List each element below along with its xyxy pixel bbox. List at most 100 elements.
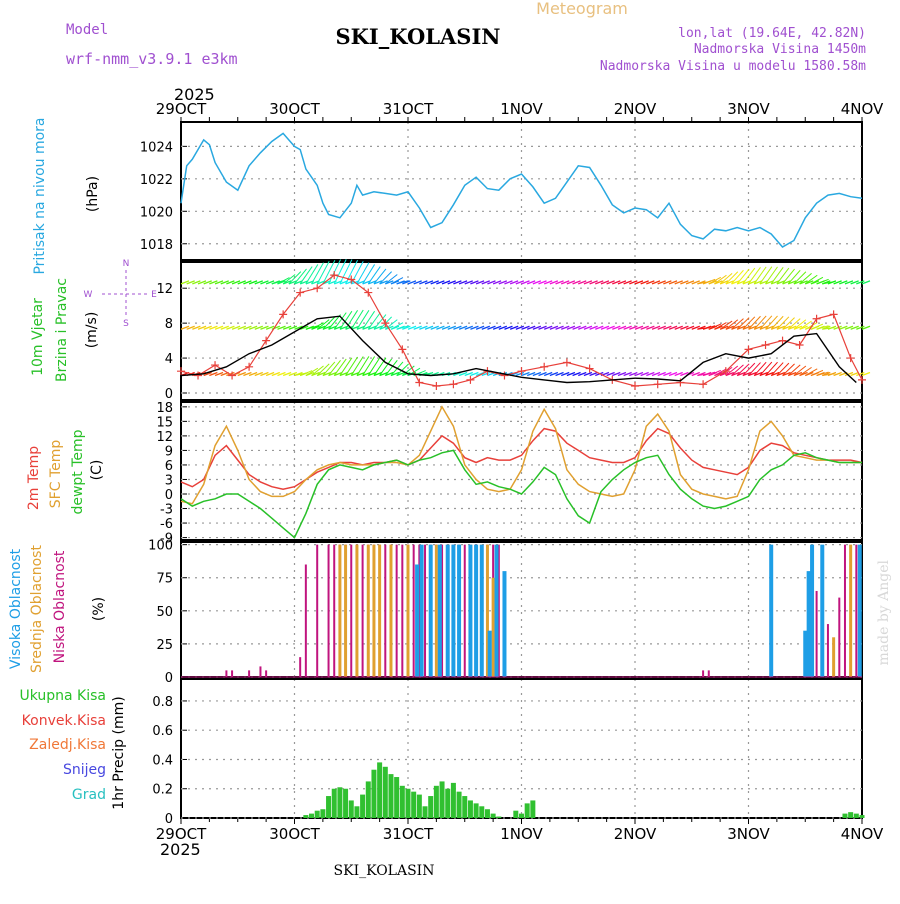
wind-barb [657,280,666,285]
wind-barb [787,280,797,285]
wind-barb-shaft [294,268,307,285]
precip-bar [445,788,451,818]
wind-speed-marker [540,362,549,371]
wind-barb [691,280,700,285]
precip-bar [842,813,848,818]
pressure-name: Pritisak na nivou mora [32,117,48,274]
wind-barb [288,371,298,377]
wind-barb [549,371,559,377]
wind-barb [839,325,848,330]
wind-barb [759,280,769,285]
wind-barb [606,280,615,285]
wind-barb [833,325,842,330]
wind-barb-band-1 [180,309,871,330]
cloud-bar [259,666,262,677]
wind-speed-marker [228,371,237,380]
wind-barb [833,371,842,377]
wind-barb-shaft [719,320,733,330]
wind-barb [538,371,547,377]
wind-barb [583,325,593,330]
cloud-high: Visoka Oblacnost [8,548,24,669]
wind-barb-shaft [787,364,801,376]
wind-barb-shaft [316,261,330,285]
wind-speed-marker [517,367,526,376]
wind-barb [475,325,485,330]
wind-barb [634,325,644,330]
x-label-bottom: 30OCT [269,825,320,843]
x-label-bottom: 4NOV [841,825,884,843]
precip-bar [314,810,320,818]
cloud-bar [344,544,348,677]
cloud-bar [457,544,462,677]
wind-barb [192,280,201,285]
wind-barb [753,325,763,330]
wind-barb-shaft [725,319,739,330]
precip-labels: Ukupna Kisa Konvek.Kisa Zaledj.Kisa Snij… [19,688,127,810]
wind-barb [430,325,439,330]
wind-barb [776,280,786,285]
cloud-bar [372,544,376,677]
wind-barb [413,325,422,330]
station-coords: lon,lat (19.64E, 42.82N) [678,26,866,41]
wind-barb [663,325,672,330]
compass-icon: N W E S [84,259,158,329]
precip-bar [853,813,859,818]
pressure-tick-label: 1018 [140,238,173,253]
wind-barb [782,371,791,377]
wind-barb-shaft [776,316,790,330]
wind-barb [265,371,275,377]
precip-bar [859,815,865,818]
wind-barb [850,371,859,377]
wind-barb-shaft [714,322,727,330]
wind-barb-shaft [362,264,376,285]
wind-barb [470,325,479,330]
cloud-bar [468,544,473,677]
temp-sfc: SFC Temp [48,440,64,509]
wind-barb-shaft [316,319,330,330]
wind-speed-marker [194,371,203,380]
cloud-bar [355,544,359,677]
wind-barb [260,280,269,285]
temp-sfc-line [180,405,862,505]
wind-speed-marker [211,361,220,370]
wind-barb [487,280,496,285]
wind-barb [447,325,456,330]
precip-bar [377,762,383,818]
wind-barb-shaft [753,361,767,376]
cloud-bar [843,544,846,677]
wind-barb [209,371,218,377]
wind-barb [368,280,377,285]
wind-barb-shaft [731,269,744,285]
wind-barb [390,371,400,377]
wind-barb [351,325,360,330]
wind-barb-shaft [708,323,721,330]
wind-barb [543,371,553,377]
cloud-bar [857,544,862,677]
precip-bar [309,813,315,818]
precip-bar [433,785,439,818]
precip-bar [473,803,479,818]
temp-tick-label: -3 [160,503,173,518]
wind-barb-shaft [725,365,739,376]
wind-barb [861,280,871,285]
panel-frame [180,541,863,678]
wind-barb [538,325,547,330]
precip-bar [513,810,519,818]
wind-barb [725,280,735,285]
wind-barb [214,371,224,377]
wind-tick-label: 4 [165,352,173,367]
wind-barb [736,325,746,330]
panel-2 [180,401,863,541]
wind-barb [827,371,837,377]
wind-barb [509,325,519,330]
wind-barb-shaft [736,317,750,330]
chart-title: SKI_KOLASIN [336,24,501,49]
wind-barb-shaft [339,259,353,285]
cloud-bar [384,544,387,677]
wind-barb-shaft [759,266,773,285]
wind-barb-shaft [396,280,409,285]
wind-barb [680,325,689,330]
wind-barb [549,325,559,330]
wind-barb-shaft [384,274,398,285]
wind-barb-shaft [799,366,812,376]
